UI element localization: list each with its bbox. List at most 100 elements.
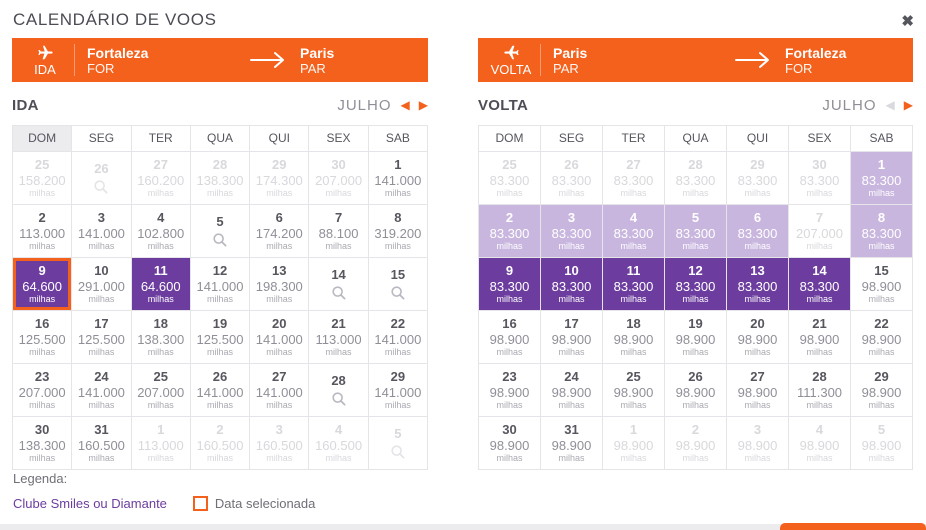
day-cell-13[interactable]: 13 83.300 milhas (727, 258, 788, 310)
day-number: 4 (334, 422, 343, 437)
day-cell-16[interactable]: 16 98.900 milhas (479, 311, 540, 363)
weekday-qui: QUI (727, 126, 788, 151)
day-cell-9[interactable]: 9 64.600 milhas (13, 258, 72, 310)
miles-unit-label: milhas (206, 453, 233, 463)
weekday-row: DOM SEG TER QUA QUI SEX SAB (478, 125, 913, 151)
miles-unit-label: milhas (384, 347, 411, 357)
day-cell-6[interactable]: 6 83.300 milhas (727, 205, 788, 257)
next-month-icon[interactable]: ▶ (903, 98, 913, 112)
day-cell-20[interactable]: 20 98.900 milhas (727, 311, 788, 363)
day-cell-3[interactable]: 3 141.000 milhas (72, 205, 131, 257)
day-cell-1[interactable]: 1 83.300 milhas (851, 152, 912, 204)
day-cell-15[interactable]: 15 (368, 258, 427, 310)
day-cell-10[interactable]: 10 291.000 milhas (72, 258, 131, 310)
day-cell-10[interactable]: 10 83.300 milhas (541, 258, 602, 310)
day-cell-28[interactable]: 28 (309, 364, 368, 416)
close-icon[interactable]: ✖ (901, 13, 914, 30)
miles-price: 160.500 (196, 438, 244, 453)
day-cell-18[interactable]: 18 98.900 milhas (603, 311, 664, 363)
next-month-icon[interactable]: ▶ (418, 98, 428, 112)
day-cell-7[interactable]: 7 88.100 milhas (309, 205, 368, 257)
day-cell-3: 3 98.900 milhas (727, 417, 788, 469)
day-cell-23[interactable]: 23 98.900 milhas (479, 364, 540, 416)
miles-unit-label: milhas (384, 400, 411, 410)
prev-month-icon[interactable]: ◀ (885, 98, 895, 112)
day-cell-18[interactable]: 18 138.300 milhas (131, 311, 190, 363)
day-cell-29[interactable]: 29 98.900 milhas (851, 364, 912, 416)
miles-price: 83.300 (551, 226, 592, 241)
miles-price: 160.500 (77, 438, 125, 453)
day-number: 24 (94, 369, 109, 384)
day-cell-15[interactable]: 15 98.900 milhas (851, 258, 912, 310)
day-grid: 25 158.200 milhas 26 27 160.200 milhas 28 138.30… (12, 151, 428, 470)
miles-price: 98.900 (861, 279, 902, 294)
day-cell-31[interactable]: 31 160.500 milhas (72, 417, 131, 469)
day-cell-25[interactable]: 25 98.900 milhas (603, 364, 664, 416)
day-cell-20[interactable]: 20 141.000 milhas (250, 311, 309, 363)
day-cell-4[interactable]: 4 83.300 milhas (603, 205, 664, 257)
day-cell-19[interactable]: 19 125.500 milhas (190, 311, 250, 363)
day-cell-8[interactable]: 8 319.200 milhas (368, 205, 427, 257)
day-number: 21 (812, 316, 827, 331)
day-number: 4 (157, 210, 165, 225)
day-cell-6[interactable]: 6 174.200 milhas (250, 205, 309, 257)
day-cell-31[interactable]: 31 98.900 milhas (541, 417, 602, 469)
search-icon (391, 445, 405, 459)
day-cell-17[interactable]: 17 98.900 milhas (541, 311, 602, 363)
day-number: 26 (94, 161, 109, 176)
footer-action-button-partial[interactable] (780, 523, 926, 530)
day-cell-26: 26 83.300 milhas (541, 152, 602, 204)
day-cell-1[interactable]: 1 141.000 milhas (368, 152, 427, 204)
day-cell-17[interactable]: 17 125.500 milhas (72, 311, 131, 363)
day-number: 25 (502, 157, 517, 172)
day-cell-11[interactable]: 11 64.600 milhas (131, 258, 190, 310)
day-cell-12[interactable]: 12 141.000 milhas (190, 258, 250, 310)
day-cell-11[interactable]: 11 83.300 milhas (603, 258, 664, 310)
miles-unit-label: milhas (266, 188, 293, 198)
day-cell-13[interactable]: 13 198.300 milhas (250, 258, 309, 310)
weekday-sex: SEX (309, 126, 368, 151)
miles-unit-label: milhas (88, 453, 115, 463)
day-cell-2[interactable]: 2 83.300 milhas (479, 205, 540, 257)
day-cell-23[interactable]: 23 207.000 milhas (13, 364, 72, 416)
section-label-ida: IDA (12, 96, 39, 114)
day-cell-22[interactable]: 22 98.900 milhas (851, 311, 912, 363)
day-cell-22[interactable]: 22 141.000 milhas (368, 311, 427, 363)
origin-code: PAR (553, 60, 579, 76)
day-cell-14[interactable]: 14 (309, 258, 368, 310)
day-cell-21[interactable]: 21 98.900 milhas (789, 311, 850, 363)
miles-unit-label: milhas (806, 347, 833, 357)
day-cell-8[interactable]: 8 83.300 milhas (851, 205, 912, 257)
day-cell-29[interactable]: 29 141.000 milhas (368, 364, 427, 416)
prev-month-icon[interactable]: ◀ (400, 98, 410, 112)
day-number: 14 (331, 267, 346, 282)
legend-club-smiles-link[interactable]: Clube Smiles ou Diamante (13, 496, 167, 511)
day-cell-26[interactable]: 26 141.000 milhas (190, 364, 250, 416)
miles-unit-label: milhas (325, 453, 352, 463)
day-cell-27[interactable]: 27 98.900 milhas (727, 364, 788, 416)
day-cell-5[interactable]: 5 (190, 205, 250, 257)
day-cell-12[interactable]: 12 83.300 milhas (665, 258, 726, 310)
day-cell-25[interactable]: 25 207.000 milhas (131, 364, 190, 416)
day-cell-26[interactable]: 26 98.900 milhas (665, 364, 726, 416)
day-cell-14[interactable]: 14 83.300 milhas (789, 258, 850, 310)
day-cell-7: 7 207.000 milhas (789, 205, 850, 257)
day-cell-9[interactable]: 9 83.300 milhas (479, 258, 540, 310)
day-cell-21[interactable]: 21 113.000 milhas (309, 311, 368, 363)
day-cell-16[interactable]: 16 125.500 milhas (13, 311, 72, 363)
day-cell-30[interactable]: 30 98.900 milhas (479, 417, 540, 469)
day-cell-24[interactable]: 24 141.000 milhas (72, 364, 131, 416)
day-cell-2[interactable]: 2 113.000 milhas (13, 205, 72, 257)
day-cell-5: 5 98.900 milhas (851, 417, 912, 469)
miles-price: 83.300 (675, 173, 716, 188)
day-cell-19[interactable]: 19 98.900 milhas (665, 311, 726, 363)
day-cell-3[interactable]: 3 83.300 milhas (541, 205, 602, 257)
day-cell-24[interactable]: 24 98.900 milhas (541, 364, 602, 416)
day-cell-30[interactable]: 30 138.300 milhas (13, 417, 72, 469)
day-number: 12 (688, 263, 703, 278)
day-cell-28[interactable]: 28 111.300 milhas (789, 364, 850, 416)
month-label: JULHO (822, 96, 877, 114)
day-cell-27[interactable]: 27 141.000 milhas (250, 364, 309, 416)
day-cell-4[interactable]: 4 102.800 milhas (131, 205, 190, 257)
day-cell-5[interactable]: 5 83.300 milhas (665, 205, 726, 257)
